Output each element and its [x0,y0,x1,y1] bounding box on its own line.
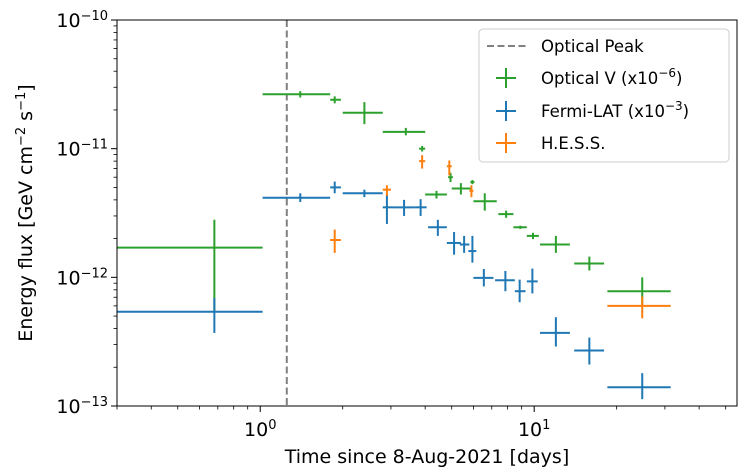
x-tick-label: 100 [244,418,276,442]
y-tick-label: 10−10 [56,9,108,33]
data-point [513,225,527,229]
series-h-e-s-s [330,155,671,319]
legend-handle-h-e-s-s [496,133,516,153]
data-point [262,193,331,203]
data-point [419,145,426,152]
data-point [607,373,671,400]
legend: Optical Peak Optical V (x10−6) Fermi-LAT… [478,28,730,163]
data-point [498,210,514,218]
legend-handle-fermi-lat [496,101,516,121]
data-point [470,180,475,185]
data-point [392,199,415,216]
series-layer [117,91,671,400]
y-axis-title-exp2: −1 [14,92,29,111]
data-point [382,185,391,196]
data-point [495,271,515,292]
data-point [473,269,494,287]
data-point [117,298,263,333]
y-axis-title-mid: s [15,111,37,127]
data-point [382,193,393,224]
data-point [459,235,470,253]
data-point [526,268,538,294]
y-tick-label: 10−11 [56,137,108,161]
data-point [419,155,426,169]
data-point [539,235,570,253]
data-point [526,232,539,240]
legend-label-optical-peak: Optical Peak [541,37,644,56]
y-axis-title-end: ] [15,84,37,91]
data-point [425,190,447,199]
y-tick-label: 10−12 [56,266,108,290]
legend-series-handles [496,68,516,153]
data-point [607,296,671,319]
legend-label-fermi-lat: Fermi-LAT (x10−3) [541,99,689,121]
data-point [448,172,453,183]
series-fermi-lat [117,181,671,400]
x-axis-title: Time since 8-Aug-2021 [days] [284,446,569,468]
data-point [446,232,461,255]
x-tick-label: 101 [518,418,550,442]
data-point [574,256,605,271]
data-point [539,317,570,347]
data-point [330,96,341,104]
legend-handle-optical-v [496,68,516,88]
data-point [574,337,605,365]
y-axis-title-exp1: −2 [14,127,29,146]
y-axis-title: Energy flux [GeV cm−2 s−1] [14,84,38,341]
data-point [342,189,383,198]
y-tick-label: 10−13 [56,395,108,419]
legend-label-optical-v: Optical V (x10−6) [541,66,682,88]
data-point [469,185,474,198]
tick-layer: 100 101 10−13 10−12 10−11 10−10 [56,9,727,442]
plot-frame [116,19,738,407]
legend-box [478,28,730,163]
data-point [262,91,331,98]
data-point [473,193,497,211]
series-optical-v [117,91,671,311]
data-point [428,219,447,236]
data-point [382,127,426,136]
data-point [514,279,526,303]
data-point [342,102,383,125]
y-axis-title-main: Energy flux [GeV cm [15,146,37,342]
data-point [446,160,452,176]
data-point [468,235,477,263]
data-point [330,229,341,253]
data-point [330,181,341,194]
data-point [451,183,472,195]
data-point [414,199,427,216]
legend-label-hess: H.E.S.S. [541,134,605,153]
data-point [117,219,263,311]
